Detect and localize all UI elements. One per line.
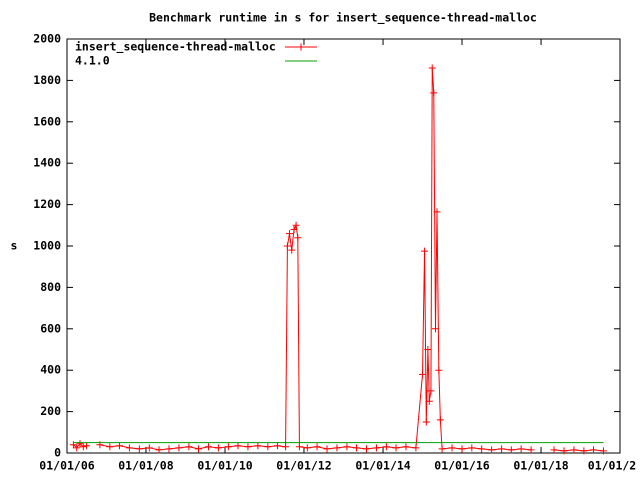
point-marker	[436, 416, 444, 424]
point-marker	[195, 445, 203, 453]
point-marker	[428, 64, 436, 72]
point-marker	[438, 445, 446, 453]
point-marker	[353, 444, 361, 452]
point-marker	[155, 446, 163, 454]
point-marker	[468, 444, 476, 452]
legend-marker	[297, 43, 305, 51]
point-marker	[424, 346, 432, 353]
y-tick-label: 800	[40, 280, 61, 294]
y-tick-label: 200	[40, 404, 61, 418]
point-marker	[419, 370, 427, 378]
x-tick-label: 01/01/12	[276, 459, 331, 473]
point-marker	[273, 442, 281, 450]
point-marker	[295, 443, 303, 451]
x-tick-label: 01/01/06	[39, 459, 94, 473]
point-marker	[580, 447, 588, 455]
point-marker	[244, 443, 252, 451]
legend-label: 4.1.0	[75, 54, 110, 68]
point-marker	[425, 397, 433, 405]
point-marker	[73, 444, 81, 452]
point-marker	[288, 246, 296, 254]
point-marker	[283, 242, 291, 250]
point-marker	[448, 444, 456, 452]
point-marker	[372, 444, 380, 452]
point-marker	[488, 446, 496, 454]
y-axis-label: s	[11, 239, 18, 253]
y-tick-label: 1400	[33, 156, 61, 170]
point-marker	[458, 445, 466, 453]
y-tick-label: 2000	[33, 32, 61, 46]
point-marker	[83, 442, 91, 450]
point-marker	[421, 247, 429, 255]
point-marker	[435, 366, 443, 374]
point-marker	[294, 234, 302, 242]
point-marker	[290, 225, 298, 233]
point-marker	[478, 445, 486, 453]
y-tick-label: 1000	[33, 239, 61, 253]
point-marker	[507, 446, 515, 454]
point-marker	[125, 444, 133, 452]
point-marker	[264, 443, 272, 451]
point-marker	[427, 387, 435, 395]
legend-label: insert_sequence-thread-malloc	[75, 40, 276, 55]
point-marker	[185, 443, 193, 451]
point-marker	[165, 445, 173, 453]
point-marker	[204, 443, 212, 451]
chart-title: Benchmark runtime in s for insert_sequen…	[149, 11, 537, 26]
point-marker	[333, 444, 341, 452]
point-marker	[550, 446, 558, 454]
point-marker	[433, 208, 441, 216]
point-marker	[175, 444, 183, 452]
y-tick-label: 1600	[33, 114, 61, 128]
x-tick-label: 01/01/14	[355, 459, 410, 473]
point-marker	[106, 443, 114, 451]
x-tick-label: 01/01/16	[434, 459, 489, 473]
point-marker	[590, 446, 598, 454]
point-marker	[527, 446, 535, 454]
point-marker	[135, 445, 143, 453]
y-tick-label: 1800	[33, 73, 61, 87]
point-marker	[145, 444, 153, 452]
y-tick-label: 1200	[33, 197, 61, 211]
point-marker	[343, 443, 351, 451]
point-marker	[234, 442, 242, 450]
point-marker	[282, 443, 290, 451]
y-tick-label: 400	[40, 363, 61, 377]
point-marker	[292, 221, 300, 229]
point-marker	[323, 445, 331, 453]
point-marker	[362, 445, 370, 453]
x-tick-label: 01/01/18	[513, 459, 568, 473]
point-marker	[599, 447, 607, 455]
point-marker	[382, 443, 390, 451]
point-marker	[313, 443, 321, 451]
point-marker	[115, 442, 123, 450]
point-marker	[224, 443, 232, 451]
point-marker	[285, 230, 293, 238]
point-marker	[402, 443, 410, 451]
point-marker	[76, 440, 84, 448]
y-tick-label: 0	[54, 446, 61, 460]
point-marker	[560, 447, 568, 455]
point-marker	[392, 444, 400, 452]
x-tick-label: 01/01/10	[197, 459, 252, 473]
y-tick-label: 600	[40, 321, 61, 335]
point-marker	[214, 444, 222, 452]
point-marker	[430, 89, 438, 97]
point-marker	[431, 325, 439, 333]
point-marker	[570, 446, 578, 454]
x-tick-label: 01/01/08	[118, 459, 173, 473]
point-marker	[517, 445, 525, 453]
point-marker	[303, 444, 311, 452]
point-marker	[498, 445, 506, 453]
point-marker	[422, 418, 430, 426]
point-marker	[79, 443, 87, 451]
x-tick-label: 01/01/2	[588, 459, 636, 473]
point-marker	[254, 442, 262, 450]
point-marker	[412, 444, 420, 452]
